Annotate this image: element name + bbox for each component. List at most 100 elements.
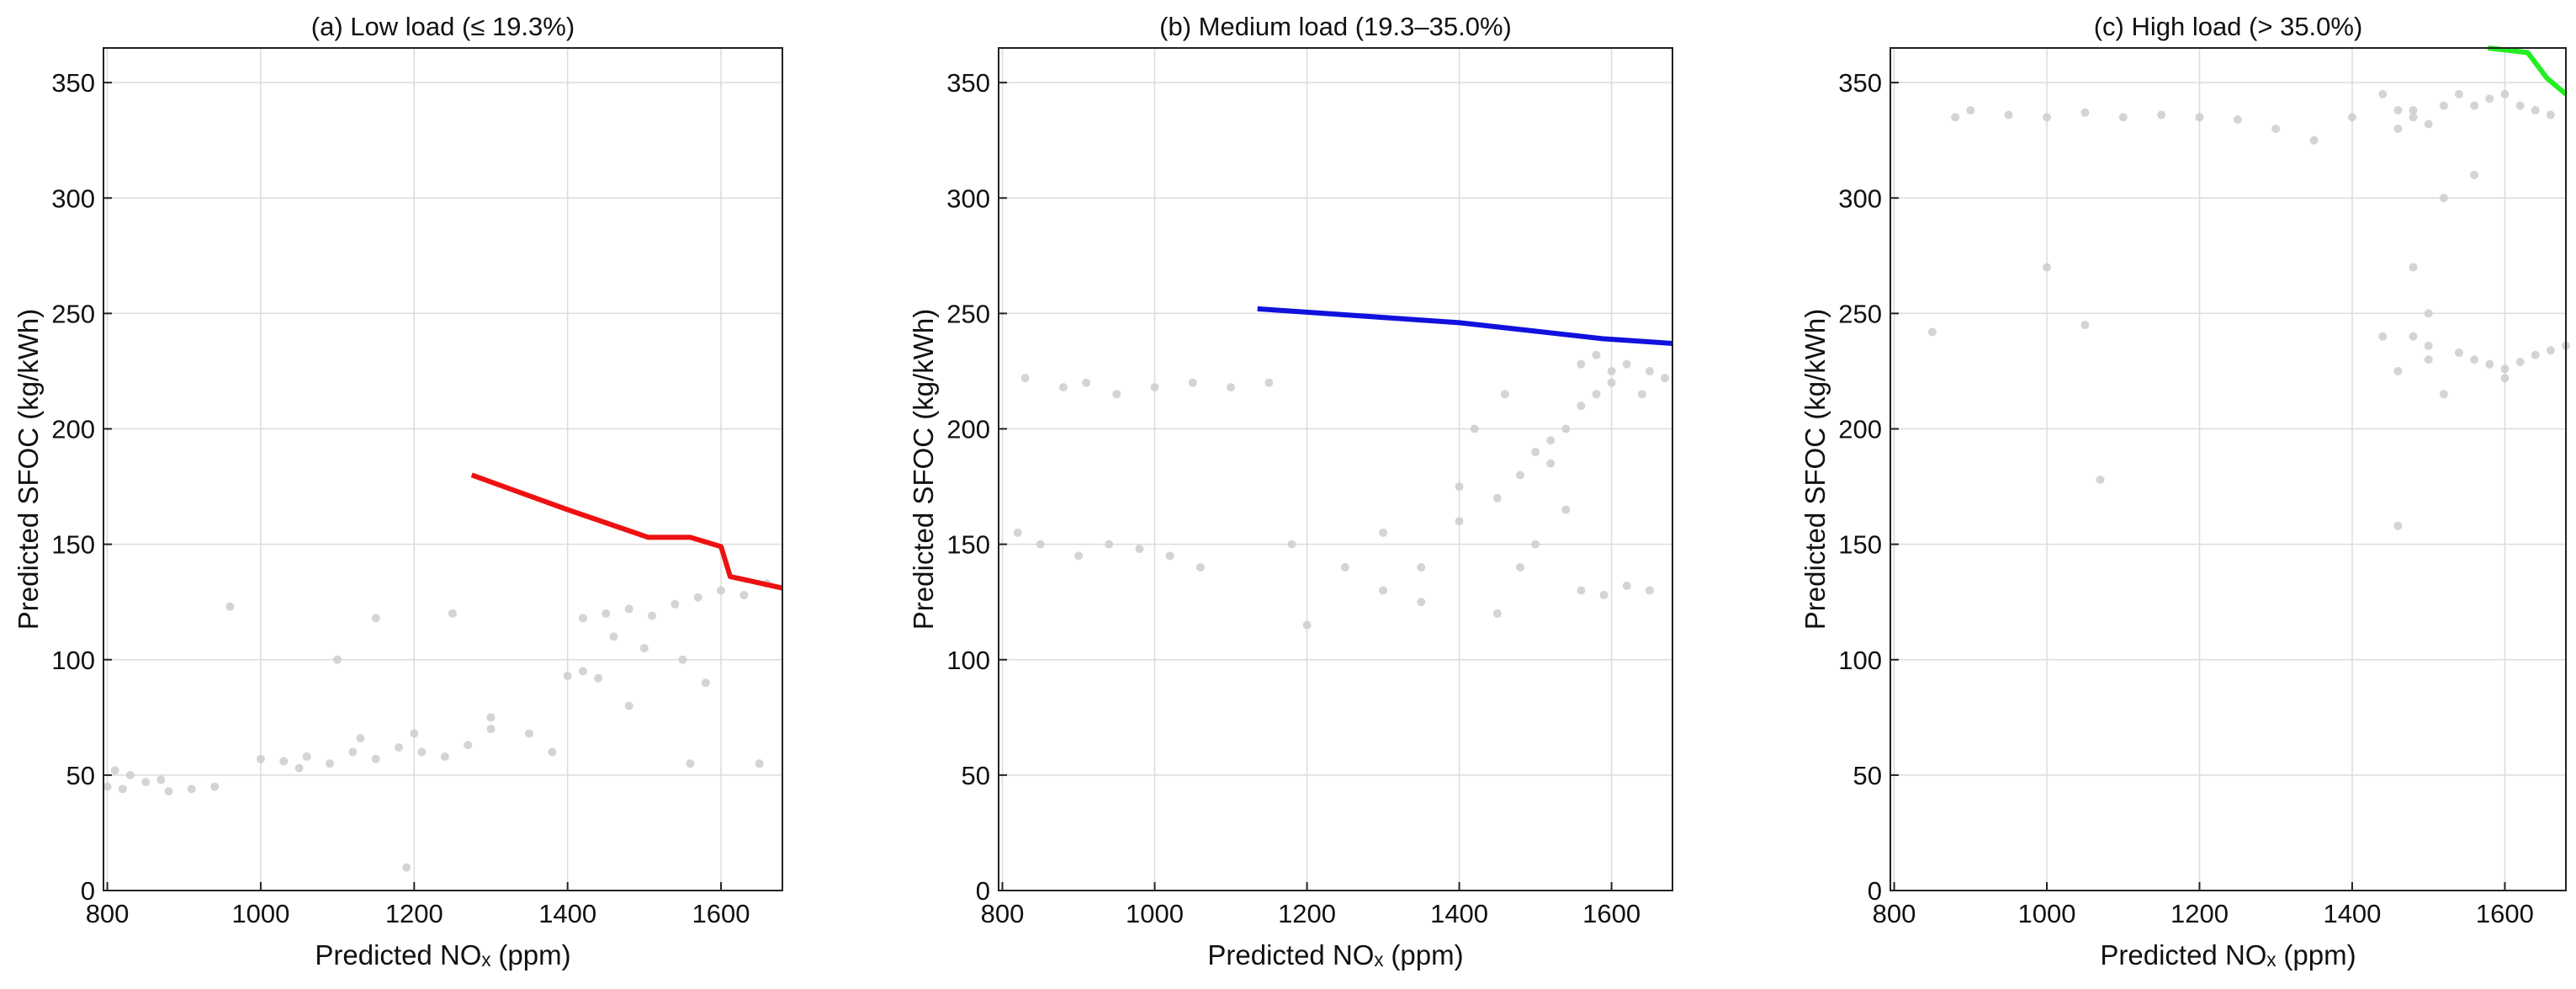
point [1561,424,1571,433]
point [624,701,633,710]
point [1112,390,1121,399]
point [1966,106,1975,115]
point [1379,528,1388,537]
point [1195,563,1205,572]
point [2546,110,2555,120]
point [1340,563,1349,572]
point [118,784,127,794]
point [1264,378,1274,387]
panel: 800 1000 1200 1400 1600 0 50 100 150 200 250 300 350… [13,12,783,970]
point [1577,359,1586,369]
point [2470,101,2479,110]
point [2347,113,2356,122]
line [2488,45,2568,97]
y-tick-label: 350 [1838,68,1882,98]
point [2470,170,2479,179]
x-tick-label: 1200 [2171,899,2229,928]
point [2080,108,2090,117]
point [187,784,196,794]
point [2439,390,2448,399]
point [2118,113,2128,122]
line [470,472,783,591]
point [1105,540,1114,549]
y-tick-label: 250 [1838,299,1882,328]
point [2500,89,2510,98]
point [686,759,695,768]
point [701,678,710,688]
y-tick-label: 100 [51,646,95,675]
point [2409,113,2418,122]
point [348,747,358,757]
point [2485,359,2494,369]
point [2454,348,2463,358]
point [1622,581,1631,590]
point [256,754,265,763]
y-axis-label: Predicted SFOC (kg/kWh) [1799,309,1831,630]
point [1500,390,1509,399]
x-tick-label: 800 [86,899,130,928]
y-tick-label: 150 [1838,530,1882,560]
point [2004,110,2013,120]
point [1417,598,1426,607]
point [639,644,649,653]
point [1188,378,1197,387]
panel: 800 1000 1200 1400 1600 0 50 100 150 200 250 300 350… [1799,12,2570,970]
point [624,604,633,614]
point [678,655,687,664]
point [326,759,334,768]
point [2195,113,2204,122]
point [2424,120,2433,129]
point [448,609,457,618]
point [602,609,611,618]
point [1592,390,1601,399]
x-tick-label: 1600 [1582,899,1640,928]
y-tick-label: 100 [946,646,990,675]
point [2233,115,2242,125]
point [1607,378,1616,387]
point [1417,563,1426,572]
line [1257,306,1673,347]
point [2043,113,2052,122]
point [141,778,151,787]
point [1455,482,1464,492]
x-tick-label: 800 [981,899,1025,928]
point [1607,366,1616,375]
point [371,754,380,763]
axes-frame [998,47,1673,891]
x-tick-label: 1400 [538,899,596,928]
point [1645,586,1654,595]
y-tick-label: 0 [1868,876,1882,906]
point [1302,620,1312,630]
point [647,611,656,620]
point [1492,609,1502,618]
y-tick-label: 200 [1838,415,1882,444]
point [755,759,764,768]
point [1660,374,1669,383]
point [1455,517,1464,526]
point [1531,447,1540,456]
point [2378,332,2388,341]
x-tick-label: 1000 [231,899,289,928]
x-tick-label: 1200 [385,899,443,928]
chart-title: (c) High load (> 35.0%) [2094,12,2363,41]
panel: 800 1000 1200 1400 1600 0 50 100 150 200 250 300 350… [908,12,1673,970]
point [1227,383,1236,392]
x-axis-label: Predicted NOₓ (ppm) [1207,939,1463,970]
point [356,733,365,742]
point [2531,106,2540,115]
point [2096,475,2105,484]
point [1058,383,1068,392]
point [717,586,726,595]
point [395,742,404,752]
point [2500,364,2510,374]
y-tick-label: 150 [946,530,990,560]
y-tick-label: 300 [1838,183,1882,213]
y-tick-label: 150 [51,530,95,560]
point [1287,540,1296,549]
point [1577,401,1586,411]
y-tick-label: 250 [51,299,95,328]
x-tick-label: 1600 [2476,899,2534,928]
point [2470,355,2479,364]
point [1637,390,1646,399]
